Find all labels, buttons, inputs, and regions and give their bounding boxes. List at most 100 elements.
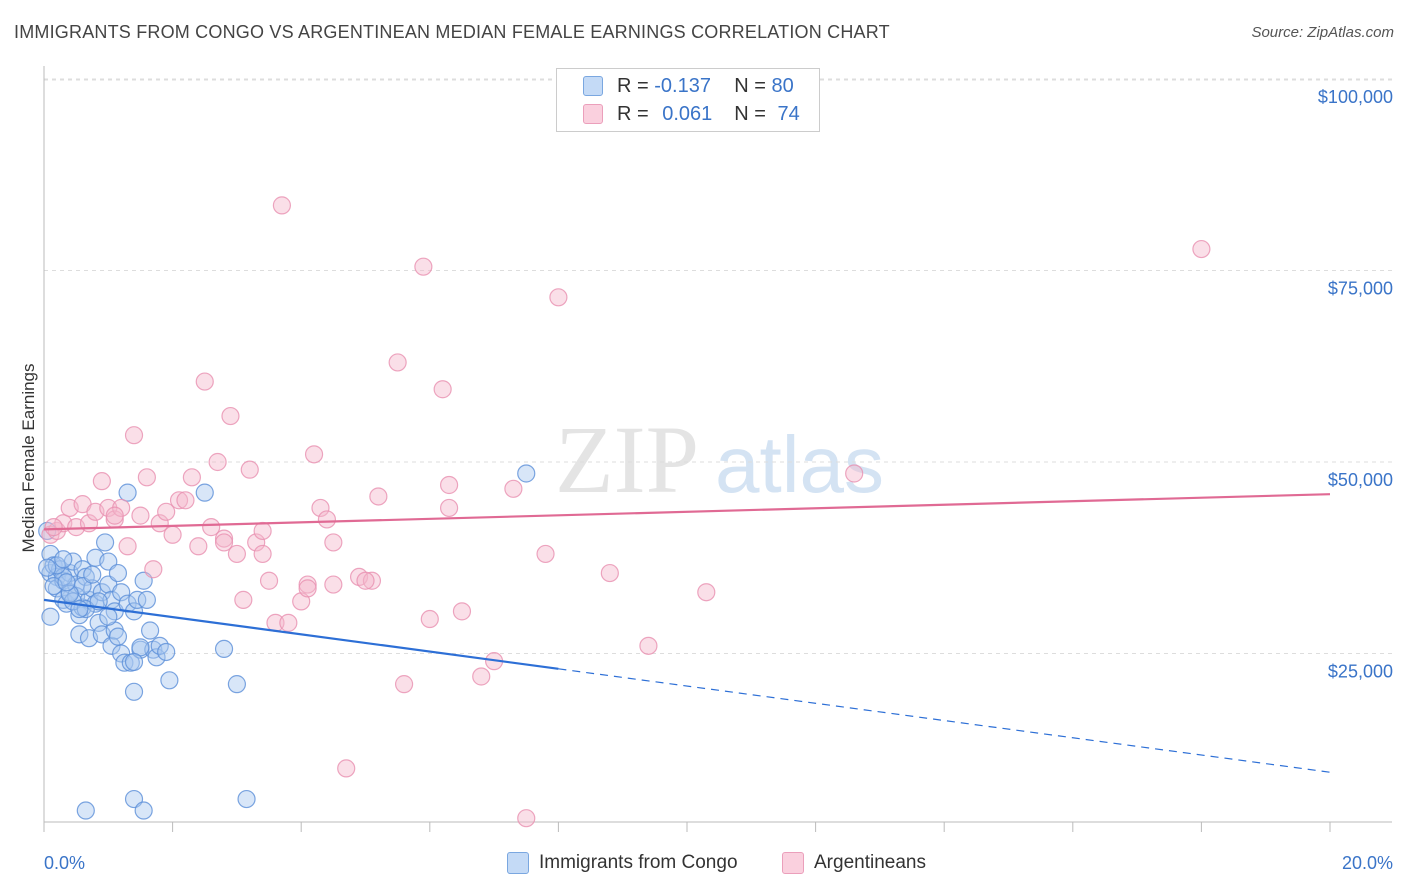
data-point — [128, 590, 147, 609]
data-point — [76, 801, 95, 820]
data-point — [44, 518, 63, 537]
data-point — [472, 667, 491, 686]
data-point — [124, 426, 144, 445]
data-point — [600, 563, 619, 583]
x-tick-label-left: 0.0% — [44, 853, 85, 873]
data-point — [124, 682, 144, 701]
data-point — [324, 575, 343, 594]
watermark: ZIP atlas — [555, 406, 884, 513]
data-point — [1192, 239, 1211, 259]
data-point — [259, 571, 279, 590]
legend-r-value: 0.061 — [662, 102, 713, 125]
data-point — [304, 445, 324, 464]
x-tick-labels: 0.0% 20.0% — [44, 853, 1393, 873]
data-point — [137, 468, 156, 487]
data-point — [369, 487, 388, 506]
data-point — [324, 533, 343, 552]
data-point — [108, 563, 128, 583]
trend-line-argentineans — [43, 493, 1331, 531]
data-point — [439, 498, 459, 518]
y-tick-label: $25,000 — [1328, 662, 1393, 682]
data-point — [420, 609, 439, 629]
series-legend: Immigrants from Congo Argentineans — [0, 852, 1406, 878]
data-point — [298, 575, 317, 594]
data-point — [41, 607, 60, 626]
series-legend-label-argentineans: Argentineans — [814, 852, 926, 873]
data-point — [163, 525, 182, 544]
data-point — [147, 648, 166, 667]
data-point — [144, 560, 163, 579]
data-point — [227, 675, 246, 694]
data-point — [240, 460, 259, 479]
series-legend-swatch-congo — [507, 852, 529, 874]
data-point — [202, 518, 221, 537]
legend-n-label: N = — [734, 74, 772, 97]
data-point — [227, 544, 246, 564]
data-point — [54, 550, 73, 569]
data-point — [845, 464, 864, 483]
data-point — [169, 491, 189, 510]
legend-r-label: R = — [617, 102, 655, 125]
data-point — [247, 533, 266, 552]
data-point — [115, 653, 134, 672]
series-congo-points — [38, 464, 536, 820]
data-point — [279, 613, 298, 632]
data-point — [517, 464, 536, 483]
trend-line-congo — [43, 598, 559, 670]
data-point — [639, 636, 658, 655]
data-point — [439, 475, 459, 495]
trend-line-congo-projection — [558, 668, 1331, 773]
trend-lines — [43, 493, 1331, 773]
data-point — [697, 583, 716, 602]
data-point — [118, 537, 137, 556]
data-point — [536, 544, 555, 564]
legend-n-label: N = — [734, 102, 772, 125]
data-point — [272, 196, 292, 215]
legend-swatch-argentineans — [583, 104, 603, 124]
data-point — [549, 288, 568, 307]
legend-swatch-congo — [583, 76, 603, 96]
data-point — [234, 590, 253, 609]
data-point — [208, 452, 227, 472]
series-legend-congo[interactable]: Immigrants from Congo — [507, 852, 738, 874]
stats-legend: R = -0.137 N = 80 R = 0.061 N = 74 — [556, 68, 820, 132]
data-point — [160, 671, 179, 690]
chart-title: IMMIGRANTS FROM CONGO VS ARGENTINEAN MED… — [14, 22, 890, 42]
series-legend-argentineans[interactable]: Argentineans — [782, 852, 926, 874]
source-credit: Source: ZipAtlas.com — [1251, 24, 1394, 41]
watermark-atlas: atlas — [715, 420, 884, 509]
data-point — [182, 468, 201, 487]
watermark-zip: ZIP — [555, 406, 699, 513]
data-point — [253, 544, 272, 564]
legend-row-argentineans: R = 0.061 N = 74 — [583, 101, 800, 127]
data-point — [517, 809, 536, 828]
data-point — [38, 558, 57, 577]
data-point — [95, 533, 115, 552]
axes — [43, 66, 1392, 832]
data-point — [311, 498, 330, 518]
data-point — [388, 353, 407, 372]
x-tick-label-right: 20.0% — [1342, 853, 1393, 873]
y-tick-label: $75,000 — [1328, 279, 1393, 299]
data-point — [433, 380, 452, 399]
data-point — [394, 675, 414, 694]
data-point — [337, 759, 356, 778]
data-point — [124, 652, 144, 672]
data-point — [54, 567, 73, 587]
y-tick-label: $50,000 — [1328, 470, 1393, 490]
data-point — [157, 642, 176, 662]
data-point — [221, 406, 240, 426]
y-axis-label: Median Female Earnings — [19, 364, 38, 553]
data-point — [92, 472, 111, 491]
data-point — [214, 533, 234, 552]
legend-r-value: -0.137 — [654, 74, 711, 97]
legend-r-label: R = — [617, 74, 655, 97]
data-point — [89, 613, 108, 632]
data-point — [140, 621, 160, 640]
data-point — [452, 602, 472, 621]
data-point — [134, 801, 153, 820]
data-point — [118, 483, 137, 502]
data-point — [102, 636, 121, 655]
legend-n-value: 74 — [777, 102, 800, 125]
